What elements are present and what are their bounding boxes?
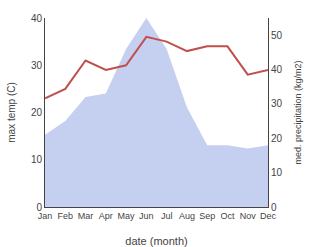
svg-text:Apr: Apr [99,211,113,221]
svg-text:20: 20 [31,107,43,118]
svg-text:0: 0 [271,202,277,213]
svg-text:max temp (C): max temp (C) [6,82,17,143]
svg-text:Feb: Feb [58,211,74,221]
svg-text:May: May [118,211,136,221]
svg-text:30: 30 [271,98,283,109]
svg-text:30: 30 [31,60,43,71]
svg-text:med. precipitation (kg/m2): med. precipitation (kg/m2) [293,60,303,164]
svg-text:Jul: Jul [161,211,173,221]
svg-text:20: 20 [271,133,283,144]
svg-text:Nov: Nov [240,211,257,221]
svg-text:40: 40 [271,64,283,75]
svg-text:Sep: Sep [199,211,215,221]
svg-text:Jun: Jun [139,211,154,221]
svg-text:Dec: Dec [260,211,277,221]
svg-text:Mar: Mar [78,211,94,221]
svg-text:10: 10 [31,154,43,165]
svg-text:Oct: Oct [220,211,235,221]
svg-text:40: 40 [31,13,43,24]
svg-text:Jan: Jan [38,211,53,221]
svg-text:Aug: Aug [179,211,195,221]
svg-text:10: 10 [271,167,283,178]
svg-text:0: 0 [36,202,42,213]
svg-text:50: 50 [271,30,283,41]
svg-text:date (month): date (month) [125,235,187,247]
